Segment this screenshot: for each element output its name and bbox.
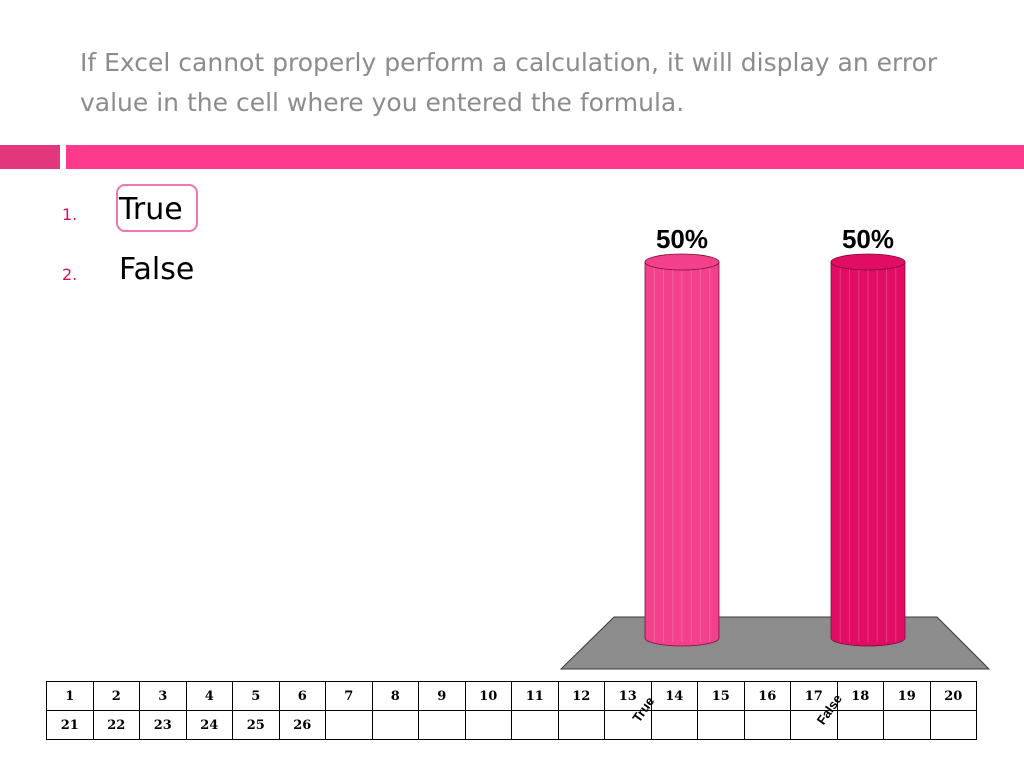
keypad-cell: 19 xyxy=(883,681,931,711)
bar-true xyxy=(644,261,720,647)
keypad-cell: 2 xyxy=(92,681,140,711)
keypad-cell xyxy=(883,710,931,740)
keypad-cell: 15 xyxy=(697,681,745,711)
option-label: False xyxy=(119,252,195,287)
keypad-cell: 13 xyxy=(604,681,652,711)
keypad-cell: 7 xyxy=(325,681,373,711)
keypad-cell xyxy=(836,710,884,740)
keypad-cell: 12 xyxy=(557,681,605,711)
option-number: 1. xyxy=(62,205,78,224)
keypad-cell xyxy=(604,710,652,740)
keypad-cell xyxy=(650,710,698,740)
data-label: 50% xyxy=(842,224,894,254)
keypad-cell: 3 xyxy=(139,681,187,711)
data-label: 50% xyxy=(656,224,708,254)
keypad-cell: 11 xyxy=(511,681,559,711)
keypad-cell: 6 xyxy=(278,681,326,711)
bar-false xyxy=(830,261,906,647)
chart-floor xyxy=(559,616,991,670)
question-title: If Excel cannot properly perform a calcu… xyxy=(80,48,938,117)
keypad-cell: 10 xyxy=(464,681,512,711)
keypad-row: 1 2 3 4 5 6 7 8 9 10 11 12 13 14 15 16 17 18 19 20 xyxy=(46,681,977,711)
keypad-cell xyxy=(557,710,605,740)
accent-bar-left xyxy=(0,145,60,169)
option-label: True xyxy=(119,192,183,227)
keypad-cell: 23 xyxy=(139,710,187,740)
bar-top xyxy=(644,253,720,271)
keypad-cell: 1 xyxy=(46,681,94,711)
keypad-cell: 9 xyxy=(418,681,466,711)
keypad-cell xyxy=(743,710,791,740)
keypad-cell: 22 xyxy=(92,710,140,740)
keypad-cell xyxy=(790,710,838,740)
keypad-grid: 1 2 3 4 5 6 7 8 9 10 11 12 13 14 15 16 17 18 19 20 21 22 23 24 2… xyxy=(46,681,977,740)
keypad-cell: 8 xyxy=(371,681,419,711)
keypad-cell: 18 xyxy=(836,681,884,711)
keypad-cell: 25 xyxy=(232,710,280,740)
keypad-cell: 17 xyxy=(790,681,838,711)
keypad-cell: 24 xyxy=(185,710,233,740)
keypad-cell xyxy=(511,710,559,740)
keypad-cell: 26 xyxy=(278,710,326,740)
keypad-cell xyxy=(464,710,512,740)
keypad-cell: 21 xyxy=(46,710,94,740)
keypad-cell xyxy=(697,710,745,740)
keypad-cell xyxy=(371,710,419,740)
option-number: 2. xyxy=(62,265,78,284)
accent-bar-right xyxy=(66,145,1024,169)
keypad-cell xyxy=(418,710,466,740)
correct-answer-highlight xyxy=(116,184,198,232)
keypad-cell xyxy=(929,710,977,740)
keypad-row: 21 22 23 24 25 26 xyxy=(46,710,977,740)
keypad-cell: 14 xyxy=(650,681,698,711)
keypad-cell: 16 xyxy=(743,681,791,711)
keypad-cell: 4 xyxy=(185,681,233,711)
keypad-cell: 20 xyxy=(929,681,977,711)
keypad-cell xyxy=(325,710,373,740)
keypad-cell: 5 xyxy=(232,681,280,711)
bar-top xyxy=(830,253,906,271)
